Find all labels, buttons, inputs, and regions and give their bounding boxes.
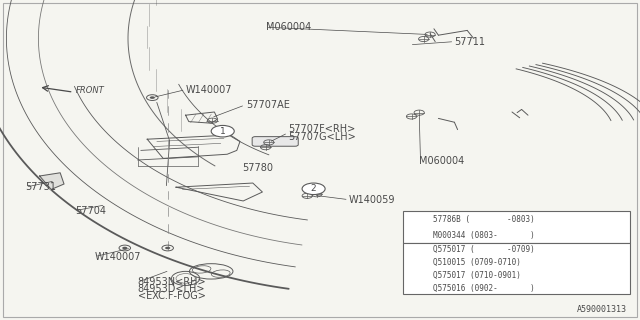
Circle shape [211,125,234,137]
Polygon shape [40,173,64,189]
Text: 57711: 57711 [454,36,485,47]
Text: 84953N<RH>: 84953N<RH> [138,277,206,287]
Text: 57707F<RH>: 57707F<RH> [288,124,355,134]
Text: 84953D<LH>: 84953D<LH> [138,284,205,294]
Circle shape [406,222,426,232]
Text: W140007: W140007 [95,252,141,262]
Text: 1: 1 [220,127,225,136]
Text: Q510015 (0709-0710): Q510015 (0709-0710) [433,258,520,267]
Text: 57731: 57731 [26,182,56,192]
Text: M060004: M060004 [266,22,311,32]
Text: 57707AE: 57707AE [246,100,291,110]
Text: Q575016 (0902-       ): Q575016 (0902- ) [433,284,534,292]
Text: 57780: 57780 [242,163,273,173]
Text: W140007: W140007 [186,84,232,95]
Text: 57704: 57704 [76,205,106,216]
Circle shape [406,264,426,274]
Circle shape [302,183,325,195]
Text: Q575017 (       -0709): Q575017 ( -0709) [433,245,534,254]
Text: 57707G<LH>: 57707G<LH> [288,132,356,142]
Circle shape [122,247,127,249]
Bar [403,211,630,243]
FancyBboxPatch shape [252,137,298,146]
Bar [403,243,630,294]
Text: W140059: W140059 [349,195,396,205]
Text: Q575017 (0710-0901): Q575017 (0710-0901) [433,271,520,280]
Text: 2: 2 [413,264,419,273]
Text: A590001313: A590001313 [577,305,627,314]
Circle shape [165,247,170,249]
Text: M000344 (0803-       ): M000344 (0803- ) [433,231,534,240]
Text: 2: 2 [311,184,316,193]
Text: 1: 1 [413,223,419,232]
Text: FRONT: FRONT [76,86,104,95]
Text: 57786B (        -0803): 57786B ( -0803) [433,215,534,224]
Text: <EXC.F-FOG>: <EXC.F-FOG> [138,291,205,301]
Circle shape [150,96,155,99]
Text: M060004: M060004 [419,156,465,166]
